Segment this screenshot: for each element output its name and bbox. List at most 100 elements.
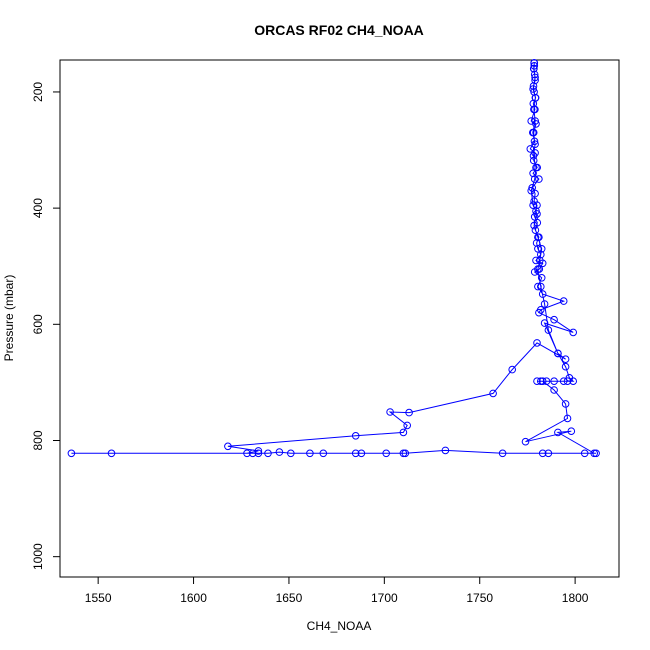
data-point (538, 449, 547, 458)
data-point (542, 377, 551, 386)
data-point (569, 328, 578, 337)
data-point (489, 389, 497, 398)
data-point (536, 256, 544, 265)
data-point (540, 300, 549, 308)
data-point (550, 386, 558, 394)
y-tick-label: 800 (31, 430, 45, 450)
data-point (554, 349, 562, 358)
data-point (399, 428, 408, 437)
data-point (530, 221, 538, 230)
data-point (529, 64, 538, 73)
data-point (565, 374, 574, 382)
y-axis-label: Pressure (mbar) (2, 275, 16, 362)
data-point (243, 449, 251, 458)
data-point (537, 377, 545, 386)
data-point (441, 446, 450, 455)
data-point (319, 449, 328, 458)
data-point (559, 297, 568, 305)
data-point (382, 449, 391, 458)
data-point (403, 421, 412, 430)
series-ch4 (67, 59, 600, 458)
data-point (107, 449, 116, 458)
data-point (592, 449, 600, 458)
data-point (533, 201, 541, 209)
x-axis-label: CH4_NOAA (307, 619, 372, 633)
x-tick-label: 1700 (371, 591, 398, 605)
x-tick-label: 1550 (85, 591, 112, 605)
data-point (275, 448, 284, 456)
data-point (287, 449, 295, 458)
data-point (526, 145, 535, 153)
x-axis: 1550 1600 1650 1700 1750 1800 (85, 577, 589, 605)
data-point (561, 400, 570, 408)
data-point (531, 73, 539, 82)
data-point (67, 449, 76, 458)
data-point (540, 319, 549, 327)
data-point (538, 377, 547, 386)
data-point (532, 239, 541, 247)
data-point (533, 339, 541, 347)
data-point (533, 210, 541, 218)
data-point (357, 449, 366, 458)
data-point (537, 250, 545, 259)
data-point (550, 377, 558, 386)
y-tick-label: 400 (31, 198, 45, 218)
data-point (351, 432, 360, 440)
chart-title: ORCAS RF02 CH4_NOAA (254, 22, 424, 38)
data-point (550, 315, 558, 324)
data-point (537, 282, 545, 291)
data-point (561, 355, 570, 364)
data-point (530, 70, 539, 79)
data-point (544, 449, 553, 458)
data-point (537, 245, 546, 253)
data-point (580, 449, 589, 458)
data-point (531, 226, 540, 234)
data-point (532, 120, 540, 128)
data-point (559, 377, 568, 386)
plot-frame (59, 59, 620, 578)
data-point (534, 233, 542, 241)
data-point (590, 449, 599, 458)
data-point (534, 245, 542, 253)
data-point (530, 62, 539, 70)
data-point (401, 449, 410, 458)
data-point (351, 449, 360, 458)
data-point (306, 449, 314, 458)
data-point (527, 186, 536, 195)
x-tick-label: 1600 (180, 591, 207, 605)
data-point (386, 408, 394, 416)
data-point (529, 82, 538, 90)
data-point (567, 427, 576, 436)
data-point (264, 449, 272, 458)
data-point (254, 449, 263, 458)
data-point (544, 326, 553, 334)
data-point (561, 362, 570, 371)
data-point (531, 117, 540, 125)
data-point (529, 85, 537, 93)
data-point (248, 449, 257, 458)
data-point (534, 265, 542, 273)
data-point (535, 175, 543, 183)
data-point (531, 94, 540, 102)
data-point (521, 437, 530, 446)
y-tick-label: 200 (31, 82, 45, 102)
data-point (531, 140, 539, 148)
data-point (563, 414, 572, 423)
data-point (529, 152, 538, 160)
x-tick-label: 1650 (276, 591, 303, 605)
data-point (224, 442, 232, 451)
y-axis: 200 400 600 800 1000 (31, 82, 60, 570)
data-point (537, 274, 546, 282)
data-point (530, 175, 539, 183)
data-point (399, 449, 408, 458)
series-line (71, 62, 597, 454)
x-tick-label: 1800 (562, 591, 589, 605)
data-point (530, 59, 539, 67)
data-point (529, 128, 537, 137)
data-point (529, 201, 537, 209)
data-point (535, 308, 543, 317)
data-point (532, 163, 540, 172)
data-point (529, 156, 538, 165)
data-point (533, 377, 541, 386)
